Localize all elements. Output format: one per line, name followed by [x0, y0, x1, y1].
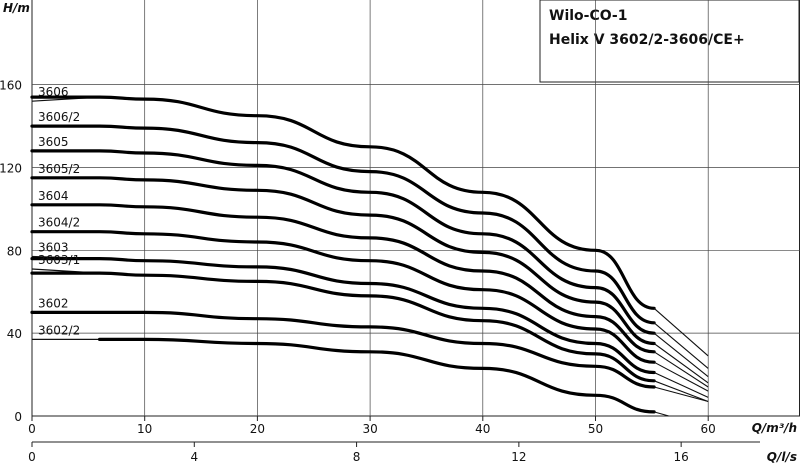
curve-label: 3603	[38, 241, 69, 255]
curve-main-line	[30, 271, 656, 383]
y-axis-label: H/m	[3, 1, 30, 15]
y-tick-label: 0	[14, 410, 22, 424]
curve-main-line	[30, 176, 656, 346]
pump-curve-3602: 3602	[30, 296, 709, 403]
x-axis-label-m3h: Q/m³/h	[752, 421, 797, 435]
curve-tail-line	[653, 386, 709, 403]
x-tick-label-ls: 0	[28, 450, 36, 464]
curve-main-line	[30, 124, 656, 325]
curve-tail-line	[653, 351, 709, 388]
x-tick-label-m3h: 40	[475, 422, 490, 436]
x-tick-label-ls: 12	[511, 450, 526, 464]
curve-tail-line	[653, 322, 709, 369]
curve-tail-line	[653, 361, 709, 392]
x-tick-label-m3h: 10	[137, 422, 152, 436]
x-axis-label-ls: Q/l/s	[767, 450, 797, 464]
x-tick-label-m3h: 30	[362, 422, 377, 436]
curve-label: 3606	[38, 85, 69, 99]
pump-curve-3603-1: 3603/1	[30, 253, 709, 403]
chart-title-line-2: Helix V 3602/2-3606/CE+	[549, 32, 745, 48]
x-tick-label-m3h: 0	[28, 422, 36, 436]
curve-main-line	[30, 95, 656, 310]
curve-label: 3605/2	[38, 162, 80, 176]
curve-label: 3602/2	[38, 323, 80, 337]
pump-curve-3605-2: 3605/2	[30, 162, 709, 384]
pump-curve-3604-2: 3604/2	[30, 216, 709, 392]
y-tick-label: 80	[7, 244, 22, 258]
curve-main-line	[30, 203, 656, 354]
pump-curve-3602-2: 3602/2	[32, 323, 669, 417]
pump-curve-3604: 3604	[30, 189, 709, 388]
curve-tail-line	[653, 380, 709, 403]
curve-label: 3605	[38, 135, 69, 149]
y-tick-label: 160	[0, 79, 22, 93]
x-tick-label-ls: 8	[353, 450, 361, 464]
curve-label: 3603/1	[38, 253, 80, 267]
curve-label: 3606/2	[38, 110, 80, 124]
title-box: Wilo-CO-1 Helix V 3602/2-3606/CE+	[539, 0, 800, 83]
x-tick-label-m3h: 20	[250, 422, 265, 436]
curve-tail-line	[653, 411, 669, 417]
curve-tail-line	[653, 332, 709, 378]
y-tick-label: 40	[7, 327, 22, 341]
curve-label: 3602	[38, 296, 69, 310]
y-tick-label: 120	[0, 161, 22, 175]
series-layer: 3606 3606/2 3605 3605/2 3604 3604/2 36033603/1…	[30, 85, 709, 417]
curve-main-line	[30, 230, 656, 364]
curve-label: 3604	[38, 189, 69, 203]
pump-curve-3605: 3605	[30, 135, 709, 378]
x-tick-label-ls: 16	[674, 450, 689, 464]
pump-curve-3603: 3603	[30, 241, 709, 398]
pump-curve-3606: 3606	[30, 85, 709, 357]
curve-main-line	[30, 310, 656, 389]
curve-main-line	[98, 337, 656, 414]
tick-layer: 0 40 80 120 160 0 10 20 30 40 50 60 0 4 8 12 16	[0, 79, 716, 464]
curve-label: 3604/2	[38, 216, 80, 230]
x-tick-label-m3h: 50	[588, 422, 603, 436]
pump-curve-3606-2: 3606/2	[30, 110, 709, 369]
curve-tail-line	[653, 307, 709, 357]
chart-title-line-1: Wilo-CO-1	[549, 8, 627, 24]
x-tick-label-ls: 4	[190, 450, 198, 464]
curve-tail-line	[653, 372, 709, 398]
curve-main-line	[30, 149, 656, 335]
x-tick-label-m3h: 60	[701, 422, 716, 436]
curve-main-line	[30, 256, 656, 375]
curve-tail-line	[653, 343, 709, 384]
